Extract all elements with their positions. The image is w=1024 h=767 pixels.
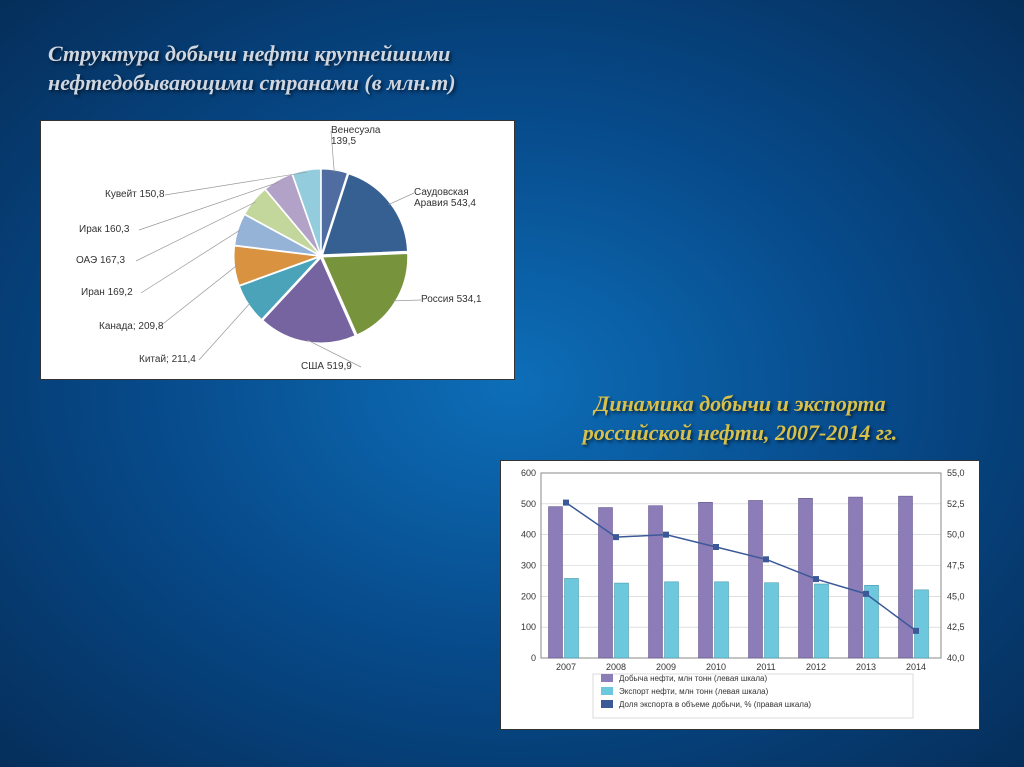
legend-swatch [601,687,613,695]
bar-chart-title: Динамика добычи и экспорта российской не… [510,390,970,447]
x-tick-label: 2010 [706,662,726,672]
x-tick-label: 2007 [556,662,576,672]
bar-chart: 0 100 200 300 400 500 600 40,0 42,5 45,0 47,5 50,0 5… [500,460,980,730]
line-marker [913,628,919,634]
line-marker [813,576,819,582]
y1-tick-label: 200 [521,591,536,601]
y1-tick-label: 100 [521,622,536,632]
legend-label: Доля экспорта в объеме добычи, % (правая… [619,700,811,709]
legend-label: Экспорт нефти, млн тонн (левая шкала) [619,687,769,696]
pie-slice-label: Канада; 209,8 [99,321,163,332]
x-tick-label: 2013 [856,662,876,672]
y1-tick-label: 500 [521,499,536,509]
bar-production [849,497,863,658]
pie-chart-title: Структура добычи нефти крупнейшими нефте… [48,40,456,97]
x-tick-label: 2009 [656,662,676,672]
bar-production [899,496,913,658]
pie-slice-label: Саудовская Аравия 543,4 [414,187,476,209]
pie-leader-line [389,193,414,205]
bar-production [799,498,813,658]
title2-line2: российской нефти, 2007-2014 гг. [583,420,898,445]
pie-leader-line [393,300,421,301]
pie-svg [41,121,516,381]
y2-tick-label: 42,5 [947,622,965,632]
pie-slice-label: Китай; 211,4 [139,354,196,365]
y2-tick-label: 55,0 [947,468,965,478]
y1-tick-label: 0 [531,653,536,663]
bar-production [549,507,563,658]
line-marker [863,591,869,597]
bar-export [715,582,729,658]
legend-swatch [601,674,613,682]
bar-production [749,500,763,658]
y1-tick-label: 300 [521,561,536,571]
title1-line1: Структура добычи нефти крупнейшими [48,41,450,66]
pie-slice-label: Кувейт 150,8 [105,189,165,200]
x-tick-label: 2008 [606,662,626,672]
pie-slice-label: США 519,9 [301,361,352,372]
pie-slice-label: ОАЭ 167,3 [76,255,125,266]
pie-slice-label: Иран 169,2 [81,287,133,298]
y1-tick-label: 600 [521,468,536,478]
bar-export [665,582,679,658]
title1-line2: нефтедобывающими странами (в млн.т) [48,70,456,95]
bar-export [615,583,629,658]
pie-leader-line [159,266,237,327]
bar-production [699,502,713,658]
line-marker [613,534,619,540]
bar-export [765,583,779,658]
line-marker [763,556,769,562]
y2-tick-label: 52,5 [947,499,965,509]
bar-production [649,506,663,658]
line-marker [713,544,719,550]
bar-export [815,584,829,658]
pie-slice-label: Россия 534,1 [421,294,482,305]
bar-export [565,578,579,658]
legend-label: Добыча нефти, млн тонн (левая шкала) [619,674,767,683]
bar-svg: 0 100 200 300 400 500 600 40,0 42,5 45,0 47,5 50,0 5… [501,461,981,731]
pie-slice-label: Венесуэла 139,5 [331,125,380,147]
y2-tick-label: 40,0 [947,653,965,663]
line-marker [563,500,569,506]
title2-line1: Динамика добычи и экспорта [594,391,885,416]
y2-tick-label: 50,0 [947,530,965,540]
pie-chart: Венесуэла 139,5 Саудовская Аравия 543,4 Ро… [40,120,515,380]
pie-slice-label: Ирак 160,3 [79,224,130,235]
x-tick-label: 2011 [756,662,775,672]
pie-leader-line [199,303,250,360]
line-marker [663,532,669,538]
pie-leader-line [141,230,240,293]
y1-tick-label: 400 [521,530,536,540]
y2-tick-label: 45,0 [947,591,965,601]
bar-export [915,590,929,658]
x-tick-label: 2012 [806,662,826,672]
x-tick-label: 2014 [906,662,926,672]
legend-swatch [601,700,613,708]
y2-tick-label: 47,5 [947,561,965,571]
